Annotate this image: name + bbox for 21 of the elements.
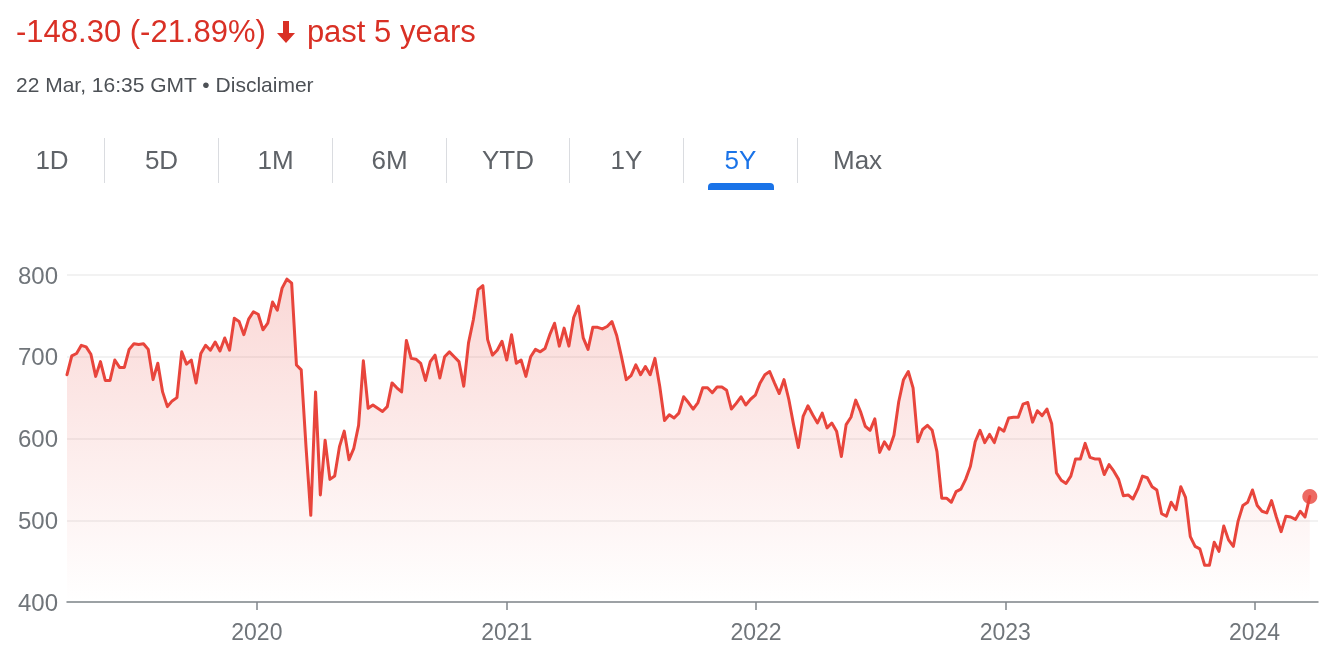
y-tick-label: 600 bbox=[17, 425, 58, 452]
text: 5D bbox=[144, 145, 179, 176]
text: 1Y bbox=[610, 145, 643, 176]
x-tick-label: 2023 bbox=[979, 618, 1031, 645]
text: YTD bbox=[482, 145, 534, 176]
text: 5Y bbox=[724, 145, 757, 176]
x-tick-label: 2022 bbox=[730, 618, 782, 645]
text: 1D bbox=[35, 145, 69, 176]
chart-title: -148.30 (-21.89%) bbox=[16, 14, 266, 50]
x-tick-label: 2024 bbox=[1228, 618, 1281, 645]
text: Max bbox=[833, 145, 883, 176]
text: 6M bbox=[371, 145, 408, 176]
text: past 5 years bbox=[306, 14, 476, 50]
y-tick-label: 800 bbox=[17, 261, 58, 289]
y-tick-label: 500 bbox=[17, 506, 58, 534]
x-tick-label: 2020 bbox=[231, 618, 283, 645]
x-tick-label: 2021 bbox=[481, 618, 533, 645]
text: 1M bbox=[257, 145, 294, 176]
y-tick-label: 400 bbox=[17, 588, 58, 616]
y-tick-label: 700 bbox=[17, 343, 58, 371]
chart-subtitle: 22 Mar, 16:35 GMT • Disclaimer bbox=[16, 73, 314, 97]
